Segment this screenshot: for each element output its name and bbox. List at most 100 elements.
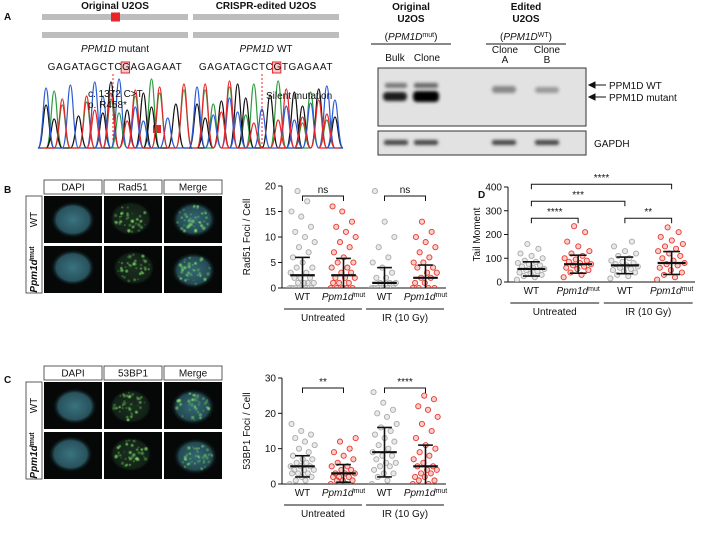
focus — [205, 216, 208, 220]
group-label: IR (10 Gy) — [382, 509, 428, 520]
focus — [205, 400, 208, 403]
focus — [191, 415, 195, 420]
focus — [121, 275, 124, 278]
data-point — [346, 445, 353, 452]
row-label-part: mut — [29, 432, 36, 446]
focus — [138, 215, 142, 218]
data-point — [286, 480, 293, 484]
row-label-part: mut — [29, 246, 36, 260]
genotype-part: WT — [277, 44, 293, 55]
focus — [128, 407, 131, 409]
data-point — [328, 463, 335, 470]
focus — [130, 412, 133, 415]
focus — [120, 268, 124, 272]
focus — [136, 396, 138, 398]
focus — [126, 395, 128, 398]
data-point — [561, 255, 568, 262]
focus — [128, 439, 131, 442]
header-box — [43, 179, 103, 195]
data-point — [307, 223, 315, 230]
bands — [383, 83, 559, 145]
focus — [131, 212, 134, 215]
data-point — [375, 244, 382, 251]
row-label: Ppm1dmut — [29, 432, 41, 479]
focus — [183, 465, 186, 468]
focus — [119, 216, 121, 218]
x-tick-label: Ppm1dmut — [556, 286, 599, 298]
focus — [196, 207, 199, 209]
focus — [134, 259, 137, 263]
focus — [203, 277, 207, 281]
data-point — [305, 249, 312, 256]
focus — [126, 394, 128, 396]
data-point — [352, 233, 359, 241]
blot-title: Original — [392, 2, 430, 13]
x-tick-label: Ppm1dmut — [404, 292, 447, 304]
data-point — [412, 279, 419, 286]
data-point — [298, 427, 305, 435]
data-point — [431, 284, 438, 288]
focus — [118, 455, 120, 457]
focus — [133, 460, 135, 462]
annotation: c. 1372 C>T — [88, 89, 143, 100]
focus — [196, 274, 199, 277]
focus — [127, 256, 129, 258]
focus — [134, 458, 136, 460]
focus — [134, 410, 138, 414]
annotation: Silent mutation — [266, 91, 332, 102]
focus — [181, 461, 185, 464]
data-point — [412, 435, 420, 442]
focus — [195, 395, 200, 399]
x-tick-label-part: Ppm1d — [650, 286, 682, 297]
data-point — [391, 233, 398, 241]
focus — [132, 453, 136, 457]
focus — [123, 276, 126, 279]
data-point — [656, 264, 663, 271]
data-point — [668, 237, 675, 244]
data-point — [309, 264, 316, 271]
row-label: WT — [29, 212, 40, 228]
focus — [148, 263, 150, 266]
focus — [130, 443, 134, 447]
focus — [120, 213, 122, 215]
focus — [120, 266, 123, 270]
focus — [194, 283, 197, 286]
data-point — [560, 274, 567, 281]
focus — [183, 212, 187, 216]
data-point — [517, 250, 524, 257]
x-tick-label: Ppm1dmut — [404, 488, 447, 500]
focus — [206, 272, 210, 276]
focus — [183, 219, 186, 222]
data-point — [384, 477, 391, 484]
x-tick-label: Ppm1dmut — [322, 488, 365, 500]
nucleus — [48, 436, 93, 473]
x-tick-label-part: mut — [588, 286, 600, 293]
lane-label: Bulk — [385, 53, 405, 64]
focus — [189, 452, 192, 455]
data-point — [371, 431, 379, 438]
channel-label: Merge — [179, 183, 208, 194]
sequencing-title: CRISPR-edited U2OS — [216, 1, 317, 12]
focus — [195, 447, 199, 450]
data-point — [633, 250, 640, 257]
focus — [196, 205, 199, 208]
focus — [114, 454, 118, 458]
focus — [206, 222, 209, 226]
data-point — [295, 470, 302, 477]
focus — [198, 401, 201, 404]
data-point — [564, 238, 571, 245]
data-point — [410, 259, 417, 266]
focus — [194, 393, 196, 396]
focus — [197, 215, 200, 218]
channel-label: Merge — [179, 369, 208, 380]
genotype-part: PPM1D — [240, 44, 274, 55]
y-tick-label: 20 — [265, 182, 277, 193]
x-tick-label: Ppm1dmut — [650, 286, 693, 298]
focus — [119, 219, 121, 221]
data-point — [371, 466, 378, 473]
data-point — [412, 233, 420, 241]
focus — [177, 275, 180, 278]
focus — [126, 415, 129, 419]
focus — [199, 274, 202, 277]
focus — [191, 446, 194, 449]
